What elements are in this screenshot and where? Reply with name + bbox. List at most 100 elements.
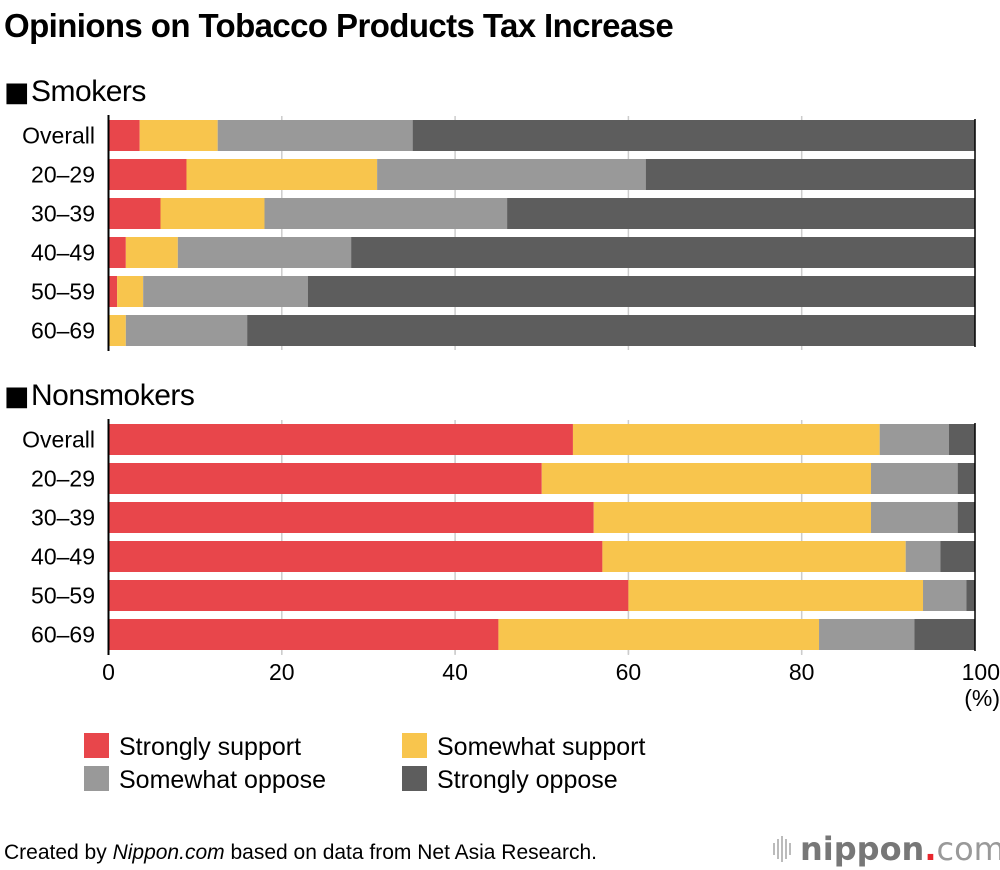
legend-swatch (84, 733, 109, 758)
bar-row-overall: Overall (22, 424, 975, 455)
panel-smokers: ■Smokers Overall 20–29 30–39 40–49 50–59 60–69 (4, 75, 976, 351)
bar-segment-strongly-oppose (351, 237, 975, 268)
x-tick-label: 100 (962, 659, 1000, 685)
row-label: Overall (22, 427, 95, 453)
soundwave-icon (773, 836, 791, 862)
bar-segment-strongly-oppose (966, 580, 975, 611)
panel-title-text: Smokers (31, 75, 146, 108)
x-tick-label: 60 (616, 659, 642, 685)
source-credit: Created by Nippon.com based on data from… (4, 841, 597, 864)
bar-segment-somewhat-oppose (143, 276, 308, 307)
bar-segment-strongly-support (108, 237, 126, 268)
legend-label: Strongly oppose (437, 766, 618, 794)
panel-title: ■Smokers (4, 75, 146, 108)
bar-segment-strongly-support (108, 580, 629, 611)
row-label: 40–49 (31, 544, 95, 570)
bar-segment-somewhat-support (602, 541, 906, 572)
bar-segment-somewhat-support (498, 619, 820, 650)
bar-row-40-49: 40–49 (31, 237, 975, 268)
legend-item-strongly-oppose: Strongly oppose (402, 766, 618, 794)
legend-item-somewhat-oppose: Somewhat oppose (84, 766, 326, 794)
bar-segment-somewhat-oppose (377, 159, 646, 190)
legend-swatch (402, 766, 427, 791)
bar-segment-strongly-support (108, 424, 573, 455)
bar-segment-somewhat-oppose (923, 580, 967, 611)
legend-label: Strongly support (119, 733, 301, 761)
row-label: 50–59 (31, 583, 95, 609)
legend-swatch (84, 766, 109, 791)
x-tick-label: 40 (442, 659, 468, 685)
bar-segment-strongly-oppose (412, 120, 976, 151)
bar-segment-somewhat-support (541, 463, 872, 494)
credit-suffix: based on data from Net Asia Research. (225, 841, 597, 864)
bar-segment-somewhat-oppose (871, 502, 958, 533)
bar-segment-somewhat-support (572, 424, 880, 455)
panel-title-text: Nonsmokers (31, 379, 194, 412)
credit-prefix: Created by (4, 841, 113, 864)
x-tick-label: 0 (102, 659, 115, 685)
bar-segment-somewhat-support (593, 502, 872, 533)
panel-nonsmokers: ■Nonsmokers Overall 20–29 30–39 40–49 50–59 60… (4, 379, 976, 655)
bar-row-30-39: 30–39 (31, 198, 975, 229)
chart-title: Opinions on Tobacco Products Tax Increas… (4, 7, 673, 44)
bar-segment-somewhat-support (139, 120, 218, 151)
row-label: 30–39 (31, 201, 95, 227)
bar-segment-somewhat-support (117, 276, 144, 307)
unit-label: (%) (964, 685, 1000, 711)
bar-row-20-29: 20–29 (31, 463, 975, 494)
bar-segment-somewhat-support (108, 315, 126, 346)
x-tick-label: 80 (789, 659, 815, 685)
bar-segment-strongly-support (108, 198, 161, 229)
brand-wordmark: nippon.com (800, 830, 1000, 868)
bar-segment-strongly-support (108, 463, 542, 494)
section-marker-icon: ■ (4, 381, 29, 412)
row-label: 60–69 (31, 318, 95, 344)
legend-item-somewhat-support: Somewhat support (402, 733, 646, 761)
row-label: 20–29 (31, 162, 95, 188)
bar-segment-somewhat-oppose (125, 315, 248, 346)
bar-segment-strongly-oppose (645, 159, 975, 190)
bar-segment-strongly-oppose (507, 198, 975, 229)
bar-segment-strongly-support (108, 276, 118, 307)
x-axis: 0 20 40 60 80 100 (102, 650, 1000, 685)
bar-row-30-39: 30–39 (31, 502, 975, 533)
row-label: 60–69 (31, 622, 95, 648)
bar-segment-strongly-oppose (247, 315, 975, 346)
bar-segment-somewhat-support (125, 237, 178, 268)
bar-segment-somewhat-oppose (819, 619, 915, 650)
legend-label: Somewhat oppose (119, 766, 326, 794)
row-label: 30–39 (31, 505, 95, 531)
bar-row-50-59: 50–59 (31, 580, 975, 611)
bar-row-overall: Overall (22, 120, 976, 151)
bar-segment-somewhat-oppose (177, 237, 352, 268)
bar-segment-somewhat-support (160, 198, 265, 229)
bar-segment-somewhat-oppose (264, 198, 508, 229)
bar-segment-strongly-support (108, 541, 603, 572)
bar-segment-strongly-oppose (957, 502, 975, 533)
row-label: 40–49 (31, 240, 95, 266)
bar-segment-strongly-support (108, 619, 499, 650)
legend: Strongly support Somewhat support Somewhat… (84, 733, 646, 794)
row-label: 20–29 (31, 466, 95, 492)
legend-item-strongly-support: Strongly support (84, 733, 301, 761)
row-label: Overall (22, 123, 95, 149)
bar-segment-strongly-oppose (949, 424, 975, 455)
bar-segment-strongly-oppose (957, 463, 975, 494)
panel-title: ■Nonsmokers (4, 379, 194, 412)
bar-segment-strongly-support (108, 120, 140, 151)
bar-row-60-69: 60–69 (31, 619, 975, 650)
legend-swatch (402, 733, 427, 758)
bar-row-40-49: 40–49 (31, 541, 975, 572)
x-tick-label: 20 (269, 659, 295, 685)
bar-segment-somewhat-oppose (879, 424, 950, 455)
bar-segment-strongly-oppose (307, 276, 975, 307)
bar-segment-strongly-support (108, 159, 187, 190)
bar-row-20-29: 20–29 (31, 159, 975, 190)
bar-segment-somewhat-support (628, 580, 924, 611)
bar-segment-strongly-support (108, 502, 594, 533)
credit-source: Nippon.com (113, 841, 225, 864)
row-label: 50–59 (31, 279, 95, 305)
brand-logo: nippon.com (773, 830, 1000, 868)
legend-label: Somewhat support (437, 733, 646, 761)
